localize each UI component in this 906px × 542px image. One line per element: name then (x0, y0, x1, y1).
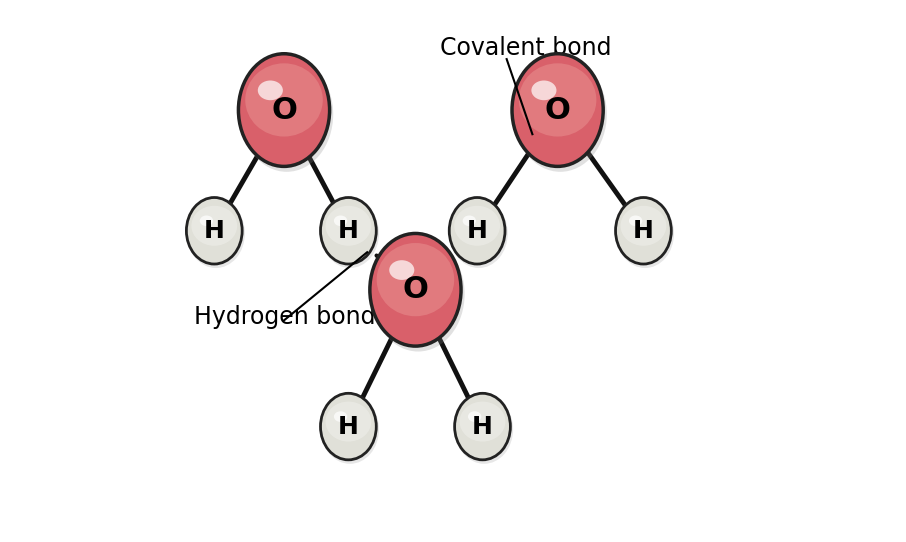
Ellipse shape (615, 197, 671, 264)
Ellipse shape (377, 243, 454, 316)
Ellipse shape (455, 393, 510, 460)
Ellipse shape (191, 206, 237, 246)
Ellipse shape (629, 216, 642, 226)
Ellipse shape (390, 260, 414, 280)
Ellipse shape (514, 57, 607, 172)
Ellipse shape (512, 54, 603, 166)
Ellipse shape (321, 395, 379, 464)
Ellipse shape (532, 81, 556, 100)
Text: H: H (338, 219, 359, 243)
Ellipse shape (200, 216, 213, 226)
Ellipse shape (616, 199, 674, 268)
Ellipse shape (449, 199, 507, 268)
Text: H: H (338, 415, 359, 438)
Ellipse shape (519, 63, 596, 137)
Ellipse shape (371, 237, 465, 352)
Ellipse shape (187, 199, 245, 268)
Ellipse shape (459, 402, 506, 442)
Text: O: O (402, 275, 429, 304)
Ellipse shape (321, 197, 376, 264)
Ellipse shape (321, 393, 376, 460)
Text: H: H (472, 415, 493, 438)
Ellipse shape (325, 206, 371, 246)
Ellipse shape (454, 206, 500, 246)
Text: O: O (545, 95, 571, 125)
Text: Hydrogen bond: Hydrogen bond (195, 305, 376, 328)
Ellipse shape (449, 197, 505, 264)
Ellipse shape (238, 54, 330, 166)
Ellipse shape (325, 402, 371, 442)
Ellipse shape (240, 57, 333, 172)
Text: H: H (204, 219, 225, 243)
Ellipse shape (187, 197, 242, 264)
Ellipse shape (334, 411, 347, 422)
Text: O: O (271, 95, 297, 125)
Text: H: H (633, 219, 654, 243)
Ellipse shape (621, 206, 666, 246)
Ellipse shape (246, 63, 323, 137)
Text: Covalent bond: Covalent bond (439, 36, 611, 60)
Ellipse shape (334, 216, 347, 226)
Ellipse shape (258, 81, 283, 100)
Ellipse shape (455, 395, 513, 464)
Ellipse shape (321, 199, 379, 268)
Text: H: H (467, 219, 487, 243)
Ellipse shape (468, 411, 481, 422)
Ellipse shape (370, 234, 461, 346)
Ellipse shape (463, 216, 476, 226)
